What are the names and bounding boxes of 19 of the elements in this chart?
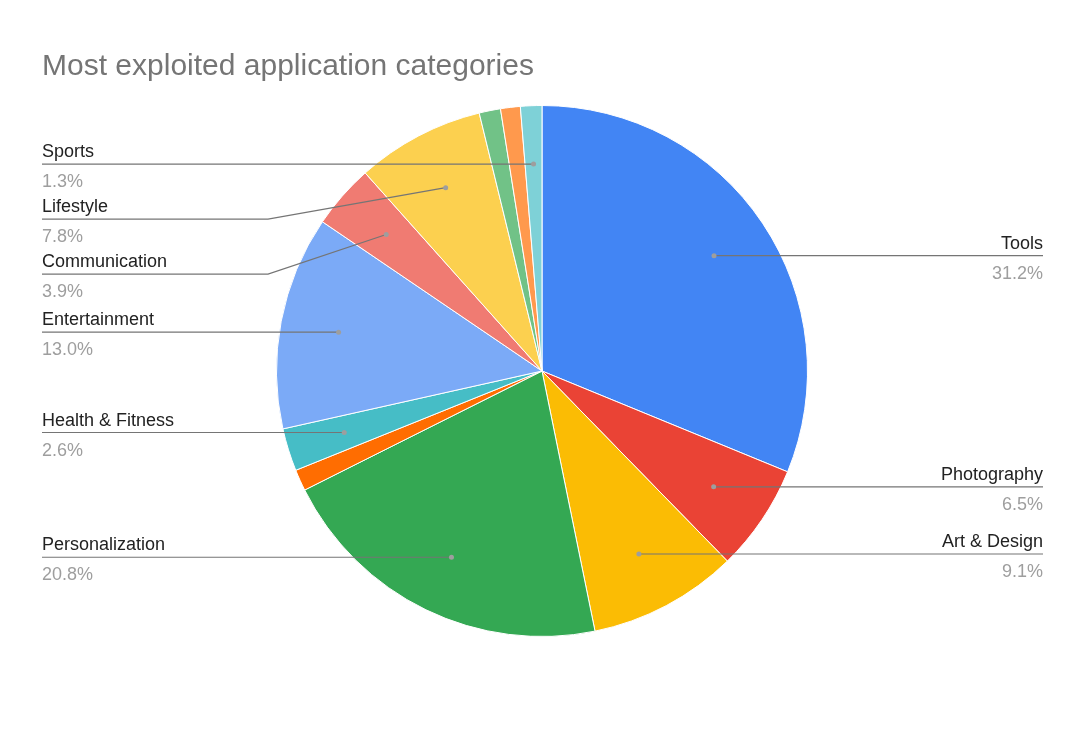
data-label: 20.8%: [42, 564, 94, 585]
slice-label: Health & Fitness: [42, 409, 175, 430]
slice-label: Photography: [940, 463, 1043, 484]
data-label: 1.3%: [42, 171, 84, 192]
slice-label: Entertainment: [42, 309, 155, 330]
slice-label: Personalization: [42, 534, 166, 555]
data-label: 31.2%: [991, 262, 1043, 283]
data-label: 3.9%: [42, 281, 84, 302]
slice-label: Tools: [1000, 232, 1043, 253]
slice-label: Communication: [42, 251, 168, 272]
slice-label: Sports: [42, 141, 95, 162]
data-label: 13.0%: [42, 339, 94, 360]
slice-label: Art & Design: [941, 531, 1043, 552]
data-label: 6.5%: [1001, 493, 1043, 514]
chart-title: Most exploited application categories: [42, 48, 534, 81]
data-label: 7.8%: [42, 226, 84, 247]
slice-label: Lifestyle: [42, 196, 109, 217]
data-label: 2.6%: [42, 439, 84, 460]
data-label: 9.1%: [1001, 561, 1043, 582]
